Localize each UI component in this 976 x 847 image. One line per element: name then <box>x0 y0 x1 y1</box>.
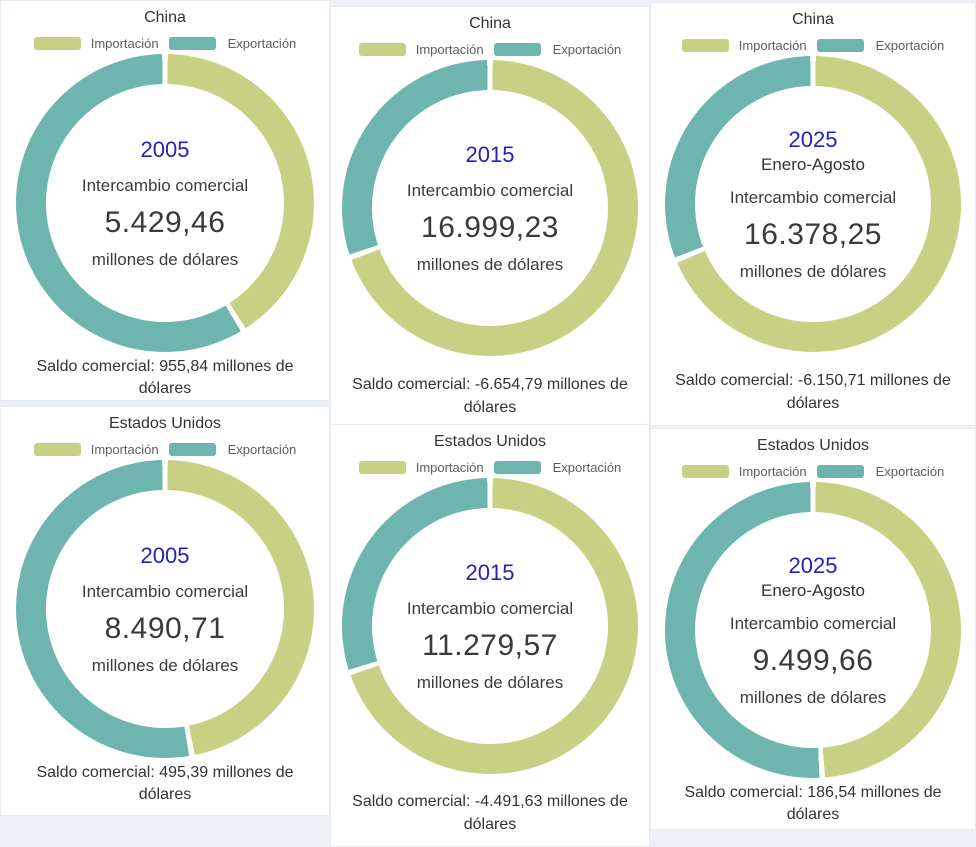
unit-label: millones de dólares <box>416 255 564 275</box>
export-legend-label[interactable]: Exportación <box>875 464 945 479</box>
export-legend-label[interactable]: Exportación <box>552 460 622 475</box>
year-label: 2005 <box>128 541 202 571</box>
import-legend-label[interactable]: Importación <box>738 38 807 53</box>
donut-center-text: 2005 Intercambio comercial 8.490,71 mill… <box>16 460 314 758</box>
unit-label: millones de dólares <box>91 250 239 270</box>
donut-hole <box>372 508 608 744</box>
legend: Importación Exportación <box>33 36 297 51</box>
total-value: 5.429,46 <box>104 206 226 240</box>
export-legend-label[interactable]: Exportación <box>227 442 297 457</box>
donut-chart[interactable]: 2015 Intercambio comercial 11.279,57 mil… <box>342 478 638 774</box>
donut-area: 2015 Intercambio comercial 11.279,57 mil… <box>342 478 638 787</box>
import-legend-swatch[interactable] <box>358 43 406 56</box>
export-legend-label[interactable]: Exportación <box>875 38 945 53</box>
donut-area: 2005 Intercambio comercial 8.490,71 mill… <box>16 460 314 758</box>
donut-hole <box>695 512 931 748</box>
import-legend-label[interactable]: Importación <box>738 464 807 479</box>
donut-center-text: 2015 Intercambio comercial 11.279,57 mil… <box>342 478 638 774</box>
import-legend-label[interactable]: Importación <box>415 460 484 475</box>
import-legend-label[interactable]: Importación <box>415 42 484 57</box>
total-value: 8.490,71 <box>104 612 226 646</box>
total-value: 16.999,23 <box>421 211 559 245</box>
import-legend-label[interactable]: Importación <box>90 36 159 51</box>
legend: Importación Exportación <box>33 442 297 457</box>
import-legend-swatch[interactable] <box>358 461 406 474</box>
unit-label: millones de dólares <box>416 673 564 693</box>
donut-area: 2025 Enero-Agosto Intercambio comercial … <box>665 482 961 778</box>
donut-center-text: 2025 Enero-Agosto Intercambio comercial … <box>665 56 961 352</box>
unit-label: millones de dólares <box>739 262 887 282</box>
period-label: Enero-Agosto <box>751 154 875 177</box>
export-legend-swatch[interactable] <box>493 43 541 56</box>
center-caption: Intercambio comercial <box>81 176 249 196</box>
export-legend-swatch[interactable] <box>816 39 864 52</box>
donut-center-text: 2015 Intercambio comercial 16.999,23 mil… <box>342 60 638 356</box>
year-label: 2025 <box>776 125 850 155</box>
unit-label: millones de dólares <box>91 656 239 676</box>
year-label: 2015 <box>453 558 527 588</box>
trade-chart-card-eeuu-2025: Estados Unidos Importación Exportación 2… <box>650 428 976 830</box>
chart-title: China <box>469 15 511 32</box>
donut-center-text: 2025 Enero-Agosto Intercambio comercial … <box>665 482 961 778</box>
center-caption: Intercambio comercial <box>729 188 897 208</box>
import-legend-swatch[interactable] <box>33 37 81 50</box>
donut-chart[interactable]: 2025 Enero-Agosto Intercambio comercial … <box>665 482 961 778</box>
donut-chart[interactable]: 2015 Intercambio comercial 16.999,23 mil… <box>342 60 638 356</box>
trade-balance-text: Saldo comercial: -4.491,63 millones de d… <box>352 793 628 833</box>
export-legend-swatch[interactable] <box>816 465 864 478</box>
donut-area: 2005 Intercambio comercial 5.429,46 mill… <box>16 54 314 352</box>
period-label: Enero-Agosto <box>751 580 875 603</box>
trade-chart-card-china-2015: China Importación Exportación 2015 Inter… <box>330 6 650 430</box>
year-label: 2015 <box>453 140 527 170</box>
donut-hole <box>46 490 284 728</box>
import-legend-swatch[interactable] <box>33 443 81 456</box>
chart-title: Estados Unidos <box>756 437 870 454</box>
trade-chart-card-china-2025: China Importación Exportación 2025 Enero… <box>650 2 976 426</box>
donut-hole <box>372 90 608 326</box>
donut-chart[interactable]: 2005 Intercambio comercial 8.490,71 mill… <box>16 460 314 758</box>
trade-chart-card-eeuu-2015: Estados Unidos Importación Exportación 2… <box>330 424 650 847</box>
import-legend-label[interactable]: Importación <box>90 442 159 457</box>
donut-chart[interactable]: 2025 Enero-Agosto Intercambio comercial … <box>665 56 961 352</box>
donut-area: 2025 Enero-Agosto Intercambio comercial … <box>665 56 961 366</box>
trade-chart-card-eeuu-2005: Estados Unidos Importación Exportación 2… <box>0 406 330 816</box>
trade-balance-text: Saldo comercial: 955,84 millones de dóla… <box>36 358 294 398</box>
total-value: 16.378,25 <box>744 218 882 252</box>
trade-balance-text: Saldo comercial: 186,54 millones de dóla… <box>684 784 942 824</box>
legend: Importación Exportación <box>358 42 622 57</box>
center-caption: Intercambio comercial <box>81 582 249 602</box>
chart-title: Estados Unidos <box>108 415 222 432</box>
trade-balance-text: Saldo comercial: -6.654,79 millones de d… <box>352 376 628 416</box>
trade-chart-card-china-2005: China Importación Exportación 2005 Inter… <box>0 0 330 401</box>
chart-title: China <box>144 9 186 26</box>
import-legend-swatch[interactable] <box>681 39 729 52</box>
year-label: 2005 <box>128 135 202 165</box>
year-label: 2025 <box>776 551 850 581</box>
trade-balance-text: Saldo comercial: -6.150,71 millones de d… <box>675 372 951 412</box>
center-caption: Intercambio comercial <box>406 599 574 619</box>
unit-label: millones de dólares <box>739 688 887 708</box>
chart-title: Estados Unidos <box>433 433 547 450</box>
donut-center-text: 2005 Intercambio comercial 5.429,46 mill… <box>16 54 314 352</box>
donut-hole <box>46 84 284 322</box>
center-caption: Intercambio comercial <box>729 614 897 634</box>
center-caption: Intercambio comercial <box>406 181 574 201</box>
import-legend-swatch[interactable] <box>681 465 729 478</box>
export-legend-swatch[interactable] <box>168 443 216 456</box>
legend: Importación Exportación <box>358 460 622 475</box>
chart-title: China <box>792 11 834 28</box>
donut-area: 2015 Intercambio comercial 16.999,23 mil… <box>342 60 638 370</box>
trade-balance-text: Saldo comercial: 495,39 millones de dóla… <box>36 764 294 804</box>
legend: Importación Exportación <box>681 464 945 479</box>
legend: Importación Exportación <box>681 38 945 53</box>
export-legend-label[interactable]: Exportación <box>227 36 297 51</box>
export-legend-label[interactable]: Exportación <box>552 42 622 57</box>
export-legend-swatch[interactable] <box>168 37 216 50</box>
export-legend-swatch[interactable] <box>493 461 541 474</box>
donut-hole <box>695 86 931 322</box>
total-value: 11.279,57 <box>422 629 558 663</box>
total-value: 9.499,66 <box>752 644 874 678</box>
donut-chart[interactable]: 2005 Intercambio comercial 5.429,46 mill… <box>16 54 314 352</box>
